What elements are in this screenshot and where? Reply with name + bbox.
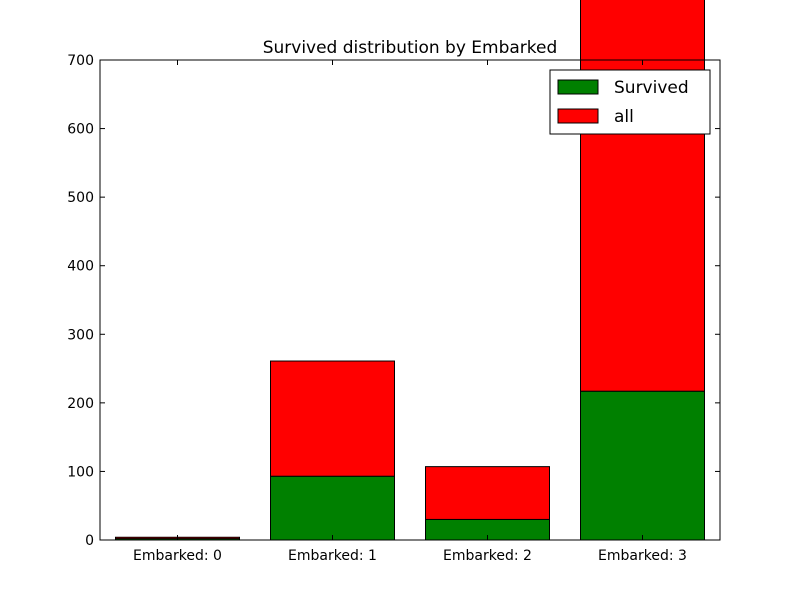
legend-label-1: all (614, 107, 634, 127)
bar-all-1 (270, 360, 395, 477)
x-tick-label: Embarked: 3 (598, 548, 687, 564)
x-tick-label: Embarked: 1 (288, 548, 377, 564)
legend-swatch-1 (557, 108, 599, 124)
chart-title: Survived distribution by Embarked (263, 38, 558, 58)
legend: Survived all (549, 69, 711, 135)
x-tick-label: Embarked: 2 (443, 548, 532, 564)
x-tick-label: Embarked: 0 (133, 548, 222, 564)
y-tick-label: 500 (67, 190, 94, 206)
y-tick-label: 600 (67, 122, 94, 138)
y-tick-label: 0 (85, 533, 94, 549)
y-tick-label: 400 (67, 259, 94, 275)
y-tick-label: 300 (67, 327, 94, 343)
y-tick-label: 700 (67, 53, 94, 69)
bar-all-3 (580, 0, 705, 392)
y-tick-label: 100 (67, 464, 94, 480)
y-tick-label: 200 (67, 396, 94, 412)
plot-frame (99, 59, 721, 541)
legend-label-0: Survived (614, 78, 689, 98)
legend-swatch-0 (557, 79, 599, 95)
bar-survived-3 (580, 390, 705, 541)
bar-survived-1 (270, 475, 395, 541)
bar-all-2 (425, 466, 550, 520)
plot-area: Embarked: 0 Embarked: 1 Embarked: 2 Embarke… (67, 0, 721, 564)
